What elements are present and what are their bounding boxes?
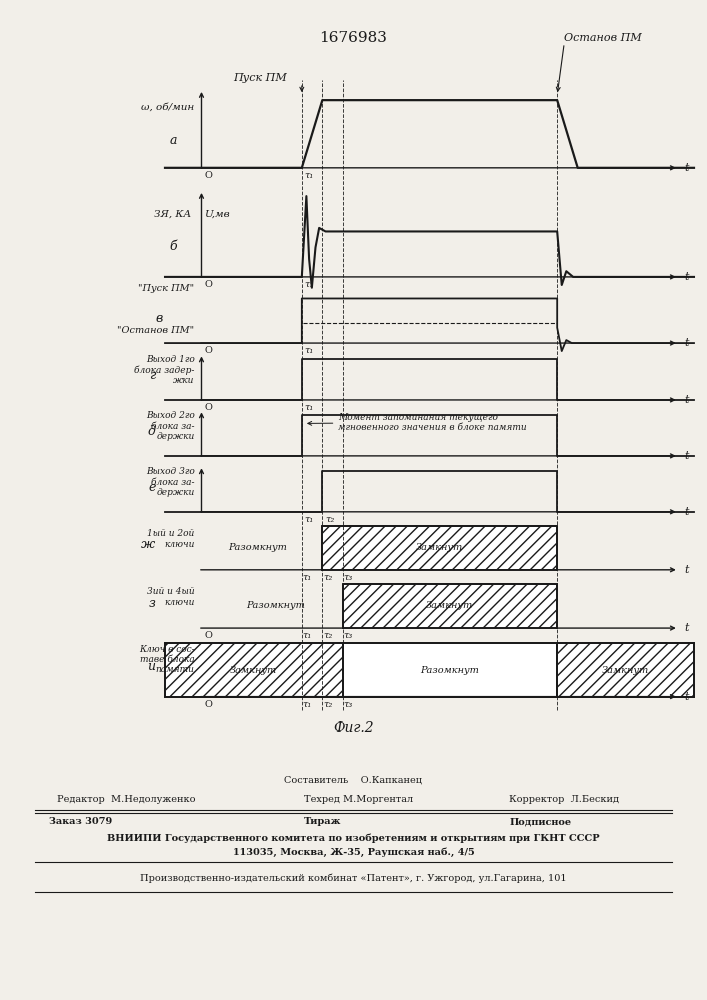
Text: Замкнут: Замкнут <box>426 601 474 610</box>
Text: τ₂: τ₂ <box>323 573 332 582</box>
Text: t: t <box>684 272 689 282</box>
Text: τ₁: τ₁ <box>305 515 314 524</box>
Text: Разомкнут: Разомкнут <box>228 543 287 552</box>
Text: Фиг.2: Фиг.2 <box>333 721 374 735</box>
Text: t: t <box>684 692 689 702</box>
Text: Разомкнут: Разомкнут <box>421 666 479 675</box>
Bar <box>165 643 343 697</box>
Text: Замкнут: Замкнут <box>230 666 278 675</box>
Text: и: и <box>148 660 156 673</box>
Bar <box>322 526 557 570</box>
Text: Останов ПМ: Останов ПМ <box>564 33 642 43</box>
Text: ЗЯ, КА: ЗЯ, КА <box>153 210 191 219</box>
Text: Составитель    О.Капканец: Составитель О.Капканец <box>284 776 423 784</box>
Text: O: O <box>204 346 212 355</box>
Text: τ₃: τ₃ <box>344 700 353 709</box>
Text: O: O <box>204 700 212 709</box>
Text: τ₂: τ₂ <box>325 515 334 524</box>
Text: "Останов ПМ": "Останов ПМ" <box>117 326 194 335</box>
Text: ω, об/мин: ω, об/мин <box>141 103 194 112</box>
Text: Заказ 3079: Заказ 3079 <box>49 818 112 826</box>
Text: 113035, Москва, Ж-35, Раушская наб., 4/5: 113035, Москва, Ж-35, Раушская наб., 4/5 <box>233 847 474 857</box>
Text: τ₂: τ₂ <box>323 631 332 640</box>
Text: Производственно-издательский комбинат «Патент», г. Ужгород, ул.Гагарина, 101: Производственно-издательский комбинат «П… <box>140 873 567 883</box>
Text: "Пуск ПМ": "Пуск ПМ" <box>139 284 194 293</box>
Text: з: з <box>148 597 156 610</box>
Text: t: t <box>684 623 689 633</box>
Text: д: д <box>148 425 156 438</box>
Bar <box>557 643 694 697</box>
Text: е: е <box>148 481 156 494</box>
Text: Пуск ПМ: Пуск ПМ <box>233 73 287 83</box>
Text: τ₃: τ₃ <box>344 631 353 640</box>
Text: a: a <box>169 134 177 147</box>
Text: 3ий и 4ый
ключи: 3ий и 4ый ключи <box>147 587 194 607</box>
Text: Выход 1го
блока задер-
жки: Выход 1го блока задер- жки <box>134 355 194 385</box>
Text: ж: ж <box>141 538 156 551</box>
Text: O: O <box>204 403 212 412</box>
Bar <box>343 584 557 628</box>
Text: O: O <box>204 171 212 180</box>
Text: t: t <box>684 395 689 405</box>
Text: t: t <box>684 565 689 575</box>
Text: τ₃: τ₃ <box>344 573 353 582</box>
Text: Ключ в сос-
таве блока
памяти: Ключ в сос- таве блока памяти <box>139 645 194 674</box>
Text: в: в <box>156 312 163 325</box>
Text: г: г <box>149 369 156 382</box>
Text: τ₁: τ₁ <box>305 403 314 412</box>
Text: Момент запоминания текущего
мгновенного значения в блоке памяти: Момент запоминания текущего мгновенного … <box>308 413 527 432</box>
Text: t: t <box>684 163 689 173</box>
Text: б: б <box>169 240 177 253</box>
Text: t: t <box>684 338 689 348</box>
Text: t: t <box>684 451 689 461</box>
Text: τ₁: τ₁ <box>303 700 312 709</box>
Text: ВНИИПИ Государственного комитета по изобретениям и открытиям при ГКНТ СССР: ВНИИПИ Государственного комитета по изоб… <box>107 833 600 843</box>
Text: Замкнут: Замкнут <box>602 666 649 675</box>
Text: O: O <box>204 631 212 640</box>
Text: Тираж: Тираж <box>304 818 341 826</box>
Text: Техред М.Моргентал: Техред М.Моргентал <box>304 796 413 804</box>
Text: Замкнут: Замкнут <box>416 543 463 552</box>
Text: t: t <box>684 507 689 517</box>
Text: Подписное: Подписное <box>509 818 571 826</box>
Text: Выход 3го
блока за-
держки: Выход 3го блока за- держки <box>146 467 194 497</box>
Text: 1676983: 1676983 <box>320 31 387 45</box>
Text: τ₁: τ₁ <box>303 573 312 582</box>
Text: Разомкнут: Разомкнут <box>246 601 305 610</box>
Text: τ₁: τ₁ <box>305 346 314 355</box>
Text: τ₂: τ₂ <box>323 700 332 709</box>
Text: Редактор  М.Недолуженко: Редактор М.Недолуженко <box>57 796 195 804</box>
Text: τ₁: τ₁ <box>305 280 314 289</box>
Text: Выход 2го
блока за-
держки: Выход 2го блока за- держки <box>146 411 194 441</box>
Text: 1ый и 2ой
ключи: 1ый и 2ой ключи <box>147 529 194 549</box>
Bar <box>343 643 557 697</box>
Text: τ₁: τ₁ <box>305 171 314 180</box>
Text: U,мв: U,мв <box>204 210 229 219</box>
Text: O: O <box>204 280 212 289</box>
Text: Корректор  Л.Бескид: Корректор Л.Бескид <box>509 796 619 804</box>
Text: τ₁: τ₁ <box>303 631 312 640</box>
